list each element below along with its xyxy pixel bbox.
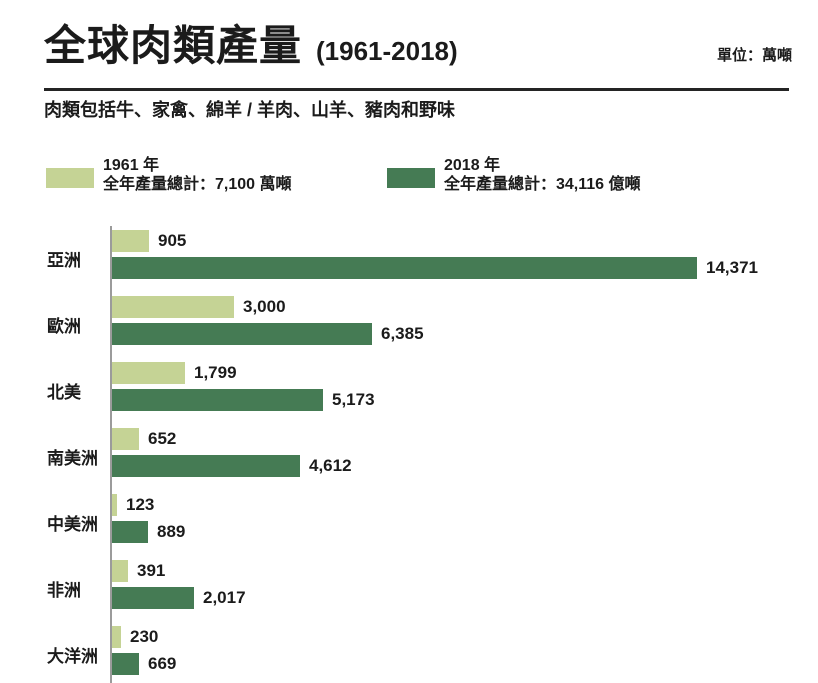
bar-1961: 3,000 [112,296,286,318]
chart-row-1: 亞洲 905 14,371 [44,230,818,296]
chart-row-5: 中美洲 123 889 [44,494,818,560]
category-label: 歐洲 [47,317,81,336]
bar-value-label: 3,000 [243,297,286,316]
bar-2018: 4,612 [112,455,352,477]
bar-1961: 123 [112,494,154,516]
category-label: 南美洲 [47,449,98,468]
legend-total-1961: 全年產量總計：7,100 萬噸 [103,176,292,193]
title-year-range: (1961-2018) [316,36,458,66]
chart-row-7: 大洋洲 230 669 [44,626,818,683]
chart-row-2: 歐洲 3,000 6,385 [44,296,818,362]
title-divider [44,88,789,91]
bar-value-label: 1,799 [194,363,237,382]
bar-1961: 230 [112,626,158,648]
bar-value-label: 391 [137,561,166,580]
bar-2018: 889 [112,521,185,543]
chart-row-3: 北美 1,799 5,173 [44,362,818,428]
category-label: 非洲 [47,581,81,600]
bar-2018: 2,017 [112,587,246,609]
bar-value-label: 4,612 [309,456,352,475]
bar-value-label: 14,371 [706,258,758,277]
bar-group: 391 2,017 [112,560,818,609]
bar-group: 123 889 [112,494,818,543]
bar-value-label: 905 [158,231,187,250]
legend-year-2018: 2018 年 [444,157,501,174]
bar-chart: 亞洲 905 14,371 歐洲 3,000 6,385 北美 1,799 5,173 南美洲 65… [44,226,818,683]
bar-1961: 652 [112,428,176,450]
bar-value-label: 652 [148,429,177,448]
bar-value-label: 669 [148,654,177,673]
bar-value-label: 230 [130,627,159,646]
category-label: 北美 [47,383,81,402]
bar-2018: 5,173 [112,389,375,411]
bar-value-label: 889 [157,522,186,541]
legend-text-2018: 2018 年 全年產量總計：34,116 億噸 [444,156,641,194]
legend-year-1961: 1961 年 [103,157,160,174]
category-label: 中美洲 [47,515,98,534]
bar-group: 652 4,612 [112,428,818,477]
bar-value-label: 2,017 [203,588,246,607]
page-title: 全球肉類產量 (1961-2018) [44,12,458,73]
subtitle: 肉類包括牛、家禽、綿羊 / 羊肉、山羊、豬肉和野味 [44,100,456,120]
legend-item-1961: 1961 年 全年產量總計：7,100 萬噸 [46,156,292,194]
bar-1961: 905 [112,230,186,252]
bar-value-label: 6,385 [381,324,424,343]
category-label: 亞洲 [47,251,81,270]
legend-text-1961: 1961 年 全年產量總計：7,100 萬噸 [103,156,292,194]
chart-row-6: 非洲 391 2,017 [44,560,818,626]
y-axis-line [110,226,112,683]
bar-group: 230 669 [112,626,818,675]
legend-swatch-2018 [387,168,435,188]
bar-group: 1,799 5,173 [112,362,818,411]
category-label: 大洋洲 [47,647,98,666]
bar-1961: 391 [112,560,165,582]
legend-total-2018: 全年產量總計：34,116 億噸 [444,176,641,193]
legend-swatch-1961 [46,168,94,188]
bar-group: 905 14,371 [112,230,818,279]
bar-value-label: 123 [126,495,155,514]
title-text: 全球肉類產量 [44,22,303,69]
bar-2018: 14,371 [112,257,758,279]
bar-2018: 669 [112,653,176,675]
legend-item-2018: 2018 年 全年產量總計：34,116 億噸 [387,156,641,194]
bar-1961: 1,799 [112,362,237,384]
chart-row-4: 南美洲 652 4,612 [44,428,818,494]
bar-value-label: 5,173 [332,390,375,409]
unit-label: 單位：萬噸 [716,47,792,64]
bar-group: 3,000 6,385 [112,296,818,345]
bar-2018: 6,385 [112,323,424,345]
